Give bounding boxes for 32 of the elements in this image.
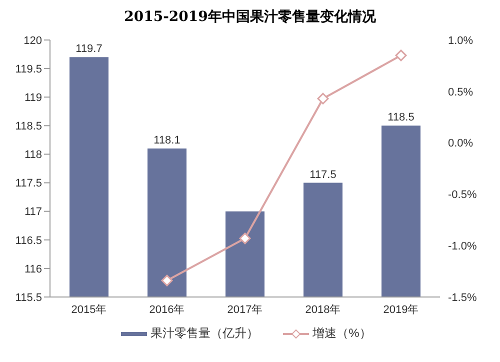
point	[239, 232, 251, 244]
y-tick-label: 120	[24, 34, 42, 47]
y-tick-label: 119.5	[15, 63, 42, 76]
x-tick-label: 2017年	[227, 304, 263, 316]
y-tick-label: 117	[24, 206, 42, 218]
x-tick-label: 2016年	[149, 304, 185, 316]
x-tick-label: 2019年	[383, 304, 419, 316]
x-tick-label: 2015年	[71, 304, 107, 316]
y-tick-label: 118	[24, 149, 42, 162]
data-label: 118.5	[388, 112, 414, 124]
y-tick-label: 116.5	[15, 234, 42, 247]
x-tick-label: 2018年	[305, 304, 341, 316]
y2-tick-label: 0.0%	[448, 138, 474, 150]
point	[395, 50, 407, 62]
y-tick-label: 116	[24, 263, 42, 276]
legend-label: 增速（%）	[312, 325, 372, 342]
data-label: 119.7	[76, 43, 102, 56]
y2-tick-label: 0.5%	[448, 86, 474, 98]
data-label: 118.1	[154, 134, 180, 147]
y2-tick-label: -1.5%	[448, 292, 477, 304]
legend-label: 果汁零售量（亿升）	[150, 325, 259, 342]
y-tick-label: 115.5	[15, 292, 42, 304]
y-tick-label: 118.5	[15, 120, 42, 133]
y2-tick-label: 1.0%	[448, 34, 474, 47]
y-tick-label: 117.5	[15, 178, 42, 190]
point	[317, 92, 329, 104]
y-tick-label: 119	[24, 92, 42, 104]
data-label: 117.5	[310, 168, 336, 181]
y2-tick-label: -0.5%	[448, 189, 477, 202]
chart-title: 2015-2019年中国果汁零售量变化情况	[123, 8, 377, 26]
point	[161, 274, 173, 286]
y2-tick-label: -1.0%	[448, 240, 477, 253]
